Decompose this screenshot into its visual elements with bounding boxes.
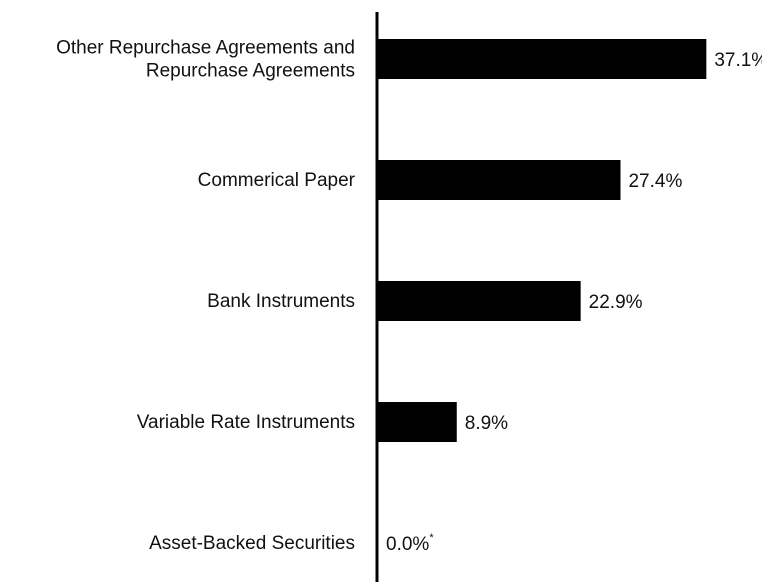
category-label-0: Other Repurchase Agreements and Repurchas… (56, 38, 355, 82)
bar-1 (378, 160, 621, 200)
category-label-line: Variable Rate Instruments (137, 412, 355, 433)
category-label-line: Bank Instruments (207, 291, 355, 312)
value-label-1: 27.4% (628, 171, 682, 192)
labels-layer: Other Repurchase Agreements and Repurchas… (56, 38, 762, 556)
value-label-3: 8.9% (465, 413, 508, 434)
category-label-line: Other Repurchase Agreements and (56, 38, 355, 59)
value-label-2: 22.9% (589, 292, 643, 313)
category-label-line: Repurchase Agreements (146, 61, 355, 82)
category-label-line: Asset-Backed Securities (149, 533, 355, 554)
bar-0 (378, 39, 707, 79)
footnote-mark: * (429, 532, 434, 544)
category-label-1: Commerical Paper (198, 170, 356, 191)
value-label-4: 0.0%* (386, 532, 434, 555)
bars-layer (378, 39, 707, 442)
category-label-line: Commerical Paper (198, 170, 356, 191)
category-label-3: Variable Rate Instruments (137, 412, 355, 433)
bar-2 (378, 281, 581, 321)
value-label-0: 37.1% (714, 50, 762, 71)
category-label-4: Asset-Backed Securities (149, 533, 355, 554)
category-label-2: Bank Instruments (207, 291, 355, 312)
bar-3 (378, 402, 457, 442)
